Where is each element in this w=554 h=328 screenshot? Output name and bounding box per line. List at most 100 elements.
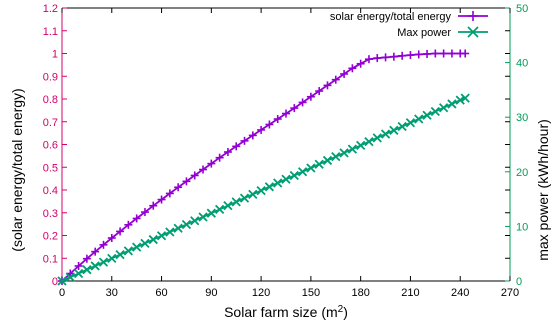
series-2-point [224, 202, 232, 210]
series-1-line [62, 54, 465, 282]
series-2-point [257, 187, 265, 195]
series-2-point [166, 228, 174, 236]
series-2-point [232, 198, 240, 206]
series-2-point [174, 224, 182, 232]
series-1-point [448, 50, 456, 58]
left-tick-label: 0.5 [43, 162, 58, 174]
series-2-point [75, 269, 83, 277]
x-axis-title-main: Solar farm size (m [224, 304, 338, 320]
series-2-point [149, 236, 157, 244]
x-axis-title: Solar farm size (m2) [224, 304, 348, 320]
series-1-point [415, 50, 423, 58]
left-tick-label: 0.2 [43, 231, 58, 243]
series-2-point [448, 100, 456, 108]
series-2-point [249, 190, 257, 198]
left-tick-label: 1.1 [43, 26, 58, 38]
series-2-point [390, 126, 398, 134]
series-2-point [406, 119, 414, 127]
series-layer [58, 50, 469, 286]
x-tick-label: 150 [302, 287, 320, 299]
series-1 [58, 50, 469, 286]
series-2-point [108, 254, 116, 262]
series-2-point [382, 130, 390, 138]
x-tick-label: 210 [401, 287, 419, 299]
series-1-point [431, 50, 439, 58]
left-tick-label: 0.6 [43, 140, 58, 152]
series-1-point [373, 54, 381, 62]
left-tick-label: 0.3 [43, 208, 58, 220]
series-2-point [133, 243, 141, 251]
series-1-point [382, 53, 390, 61]
left-tick-label: 0.7 [43, 117, 58, 129]
series-2-point [290, 172, 298, 180]
left-tick-label: 0 [52, 276, 58, 288]
series-2-line [62, 98, 465, 281]
series-1-point [390, 53, 398, 61]
series-2-point [83, 266, 91, 274]
series-2-point [158, 232, 166, 240]
series-2-point [365, 138, 373, 146]
series-2-point [398, 123, 406, 131]
series-2-point [199, 213, 207, 221]
series-2-point [91, 262, 99, 270]
x-tick-label: 240 [451, 287, 469, 299]
right-tick-label: 20 [516, 167, 528, 179]
series-1-point [461, 50, 469, 58]
legend-label-series1: solar energy/total energy [330, 11, 452, 23]
series-1-point [406, 51, 414, 59]
x-axis-title-end: ) [343, 304, 348, 320]
left-tick-label: 1 [52, 49, 58, 61]
right-tick-label: 40 [516, 58, 528, 70]
series-2-point [373, 134, 381, 142]
series-2-point [348, 145, 356, 153]
series-2-point [340, 149, 348, 157]
left-tick-label: 0.8 [43, 94, 58, 106]
series-2-point [141, 239, 149, 247]
left-tick-label: 0.4 [43, 185, 58, 197]
x-tick-label: 180 [351, 287, 369, 299]
series-2-point [191, 217, 199, 225]
x-tick-label: 90 [205, 287, 217, 299]
legend-marker-series2 [458, 27, 488, 37]
left-tick-label: 1.2 [43, 3, 58, 15]
x-tick-label: 120 [252, 287, 270, 299]
series-1-point [357, 60, 365, 68]
series-2-point [315, 160, 323, 168]
x-tick-label: 30 [106, 287, 118, 299]
left-tick-label: 0.9 [43, 71, 58, 83]
series-2-point [299, 168, 307, 176]
series-2-point [124, 247, 132, 255]
series-1-point [365, 55, 373, 63]
series-1-point [423, 50, 431, 58]
series-2-point [307, 164, 315, 172]
right-tick-label: 10 [516, 221, 528, 233]
plot-frame [62, 8, 510, 281]
x-tick-label: 270 [501, 287, 519, 299]
series-2-point [207, 209, 215, 217]
series-2-point [323, 156, 331, 164]
x-tick-label: 60 [155, 287, 167, 299]
y-axis-left-title: (solar energy/total energy) [9, 88, 25, 251]
series-2-point [274, 179, 282, 187]
series-2-point [216, 205, 224, 213]
series-1-point [440, 50, 448, 58]
series-2-point [332, 153, 340, 161]
right-tick-label: 30 [516, 112, 528, 124]
series-2-point [265, 183, 273, 191]
series-2-point [440, 104, 448, 112]
series-2 [58, 94, 469, 285]
right-axis-ticks: 0 10 20 30 40 50 [505, 3, 528, 288]
series-2-point [99, 258, 107, 266]
series-2-point [423, 111, 431, 119]
legend-marker-series1 [458, 11, 488, 21]
series-2-point [282, 175, 290, 183]
right-tick-label: 50 [516, 3, 528, 15]
left-axis-ticks: 0 0.1 0.2 0.3 0.4 0.5 0.6 0.7 0.8 0.9 1 1.1 1.2 [43, 3, 510, 288]
series-2-point [182, 220, 190, 228]
series-2-point [415, 115, 423, 123]
left-tick-label: 0.1 [43, 253, 58, 265]
series-2-point [431, 107, 439, 115]
x-tick-label: 0 [59, 287, 65, 299]
legend-plus-marker [468, 11, 478, 21]
